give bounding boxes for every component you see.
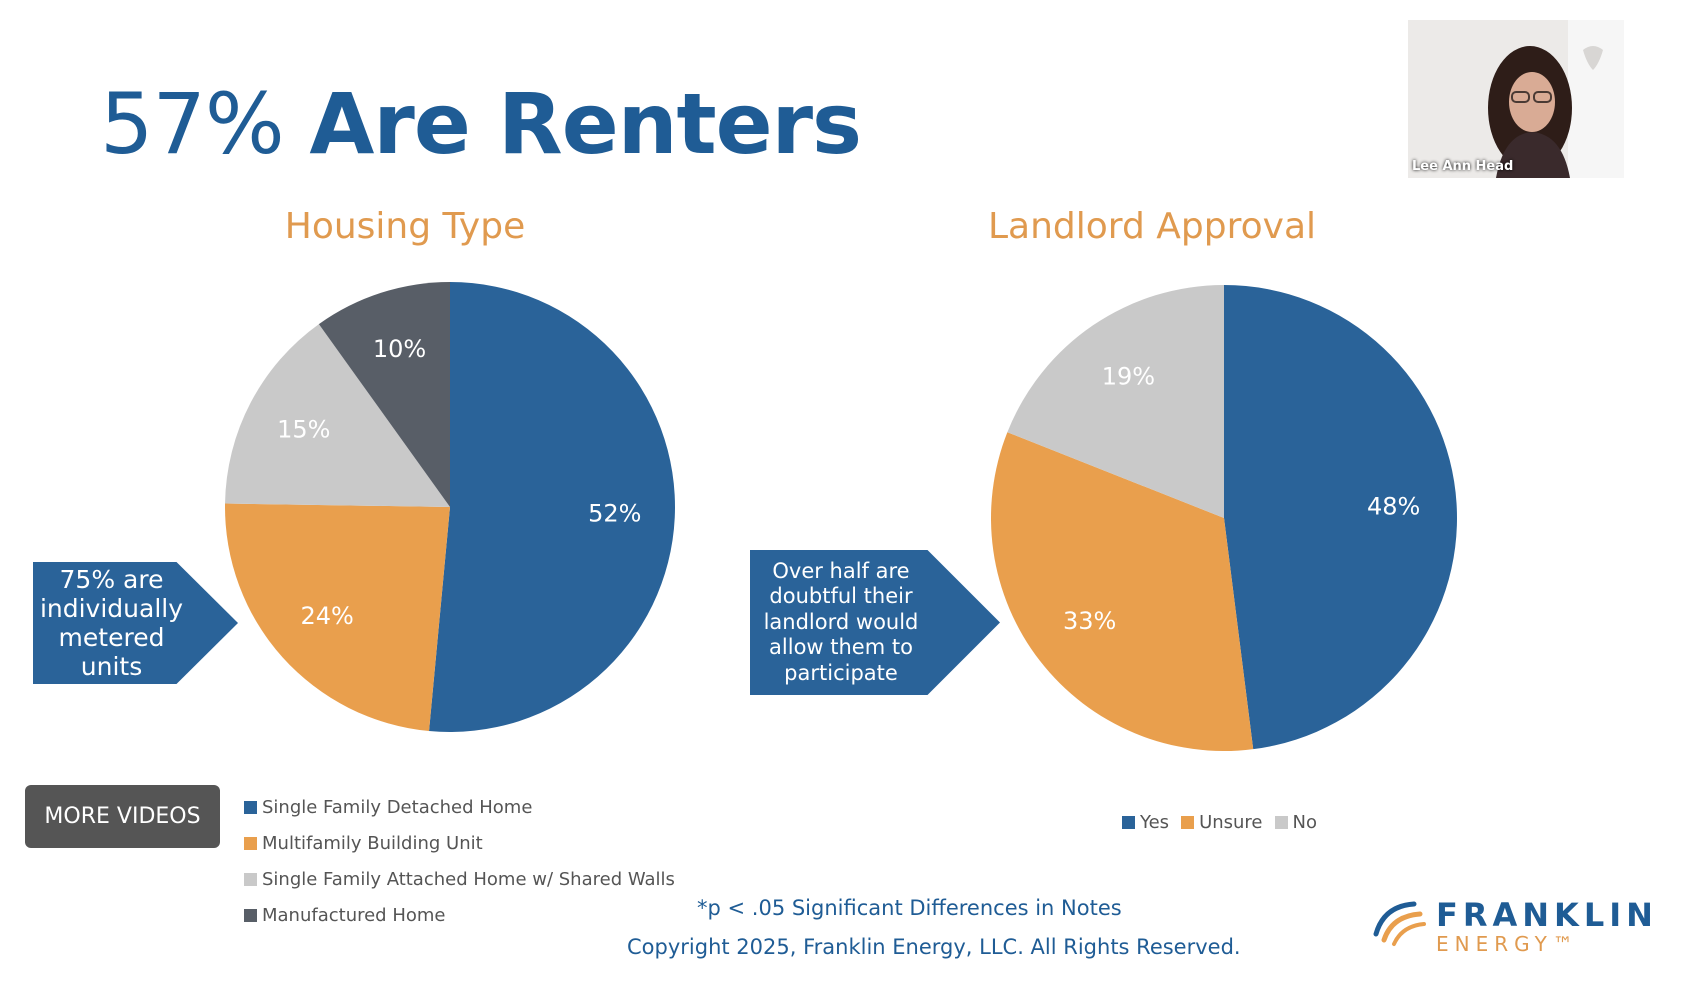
pie-slice	[1007, 285, 1224, 518]
legend-swatch	[244, 908, 257, 922]
more-videos-button[interactable]: MORE VIDEOS	[25, 785, 220, 848]
legend-label: Manufactured Home	[262, 904, 446, 926]
legend-item: Single Family Attached Home w/ Shared Wa…	[244, 861, 675, 897]
footnote: *p < .05 Significant Differences in Note…	[697, 896, 1122, 920]
pie-data-label: 15%	[277, 415, 330, 443]
legend-label: Unsure	[1199, 812, 1263, 833]
slide-title: 57% Are Renters	[100, 82, 862, 166]
pie-slice	[990, 432, 1254, 751]
legend-label: Single Family Attached Home w/ Shared Wa…	[262, 868, 675, 890]
copyright: Copyright 2025, Franklin Energy, LLC. Al…	[627, 935, 1241, 959]
pie-slice	[318, 282, 450, 507]
legend-swatch	[1274, 816, 1288, 829]
callout-landlord-doubt-text: Over half are doubtful their landlord wo…	[763, 558, 919, 685]
chart-title-landlord-approval: Landlord Approval	[987, 206, 1317, 247]
pie-data-label: 48%	[1367, 492, 1420, 520]
legend-label: Multifamily Building Unit	[262, 832, 483, 854]
legend-item: Yes	[1122, 812, 1169, 833]
title-text: Are Renters	[309, 75, 862, 173]
legend-label: Single Family Detached Home	[262, 796, 533, 818]
title-percent: 57%	[100, 75, 285, 173]
pie-slice	[429, 282, 675, 732]
chart-title-housing-type: Housing Type	[284, 206, 526, 247]
pie-slice	[225, 324, 450, 507]
legend-swatch	[244, 872, 257, 886]
pie-data-label: 24%	[300, 602, 353, 630]
pie-slice	[1224, 285, 1457, 750]
pie-slice	[225, 503, 450, 732]
franklin-swoosh-icon	[1373, 901, 1426, 946]
legend-item: Multifamily Building Unit	[244, 825, 675, 861]
logo-name: FRANKLIN	[1436, 896, 1658, 934]
speaker-video-thumbnail[interactable]: Lee Ann Head	[1408, 20, 1624, 178]
logo-subtitle: ENERGY™	[1436, 932, 1579, 956]
legend-item: Manufactured Home	[244, 897, 675, 933]
franklin-energy-logo: FRANKLIN ENERGY™	[1370, 896, 1653, 960]
pie-data-label: 10%	[373, 335, 426, 363]
housing-type-legend: Single Family Detached Home Multifamily …	[244, 789, 675, 933]
legend-label: No	[1292, 812, 1317, 833]
speaker-video-image	[1408, 20, 1624, 178]
legend-item: Single Family Detached Home	[244, 789, 675, 825]
legend-label: Yes	[1140, 812, 1170, 833]
pie-data-label: 19%	[1102, 362, 1155, 390]
pie-data-label: 33%	[1063, 607, 1116, 635]
speaker-name-label: Lee Ann Head	[1412, 159, 1514, 174]
callout-metered-units-text: 75% are individually metered units	[39, 565, 184, 681]
pie-data-label: 52%	[588, 500, 641, 528]
legend-swatch	[1122, 816, 1135, 829]
legend-swatch	[1181, 816, 1195, 829]
legend-swatch	[244, 836, 257, 850]
landlord-approval-legend: Yes Unsure No	[1122, 812, 1329, 833]
legend-item: Unsure	[1181, 812, 1263, 833]
legend-item: No	[1274, 812, 1317, 833]
legend-swatch	[244, 800, 257, 814]
